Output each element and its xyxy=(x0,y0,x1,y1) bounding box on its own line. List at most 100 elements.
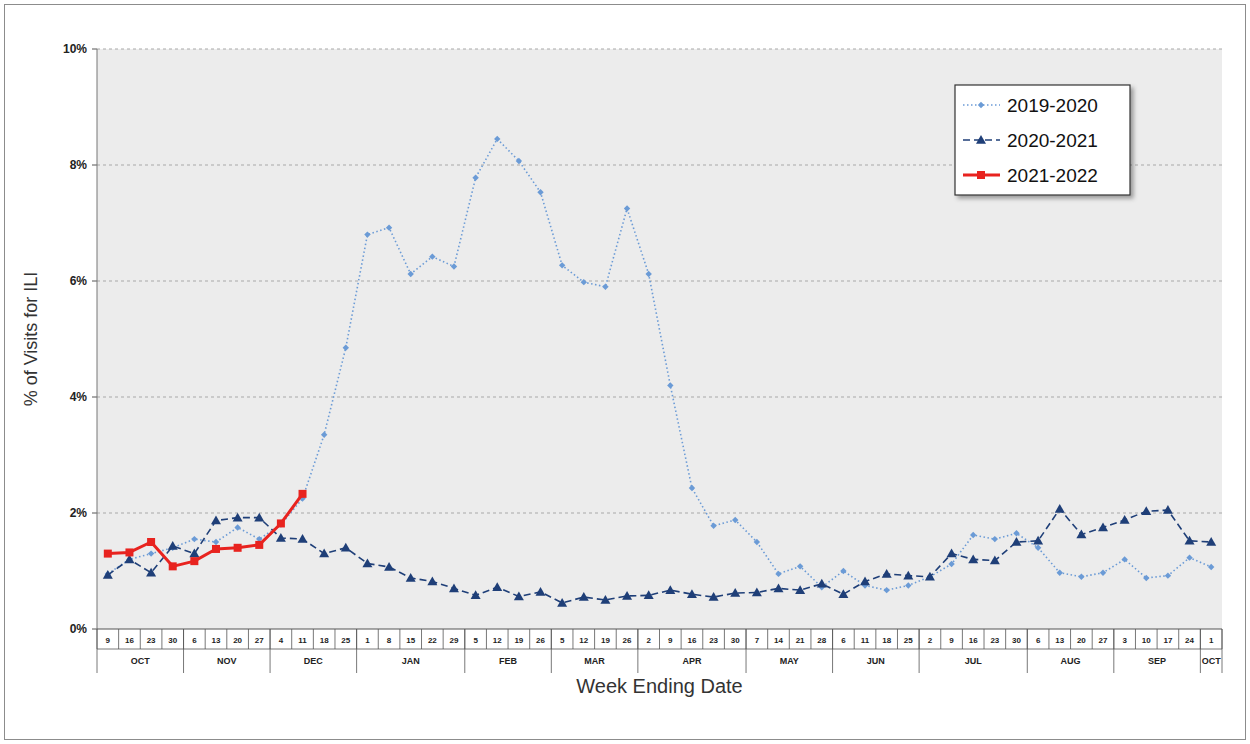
x-tick xyxy=(1157,629,1158,649)
series-marker xyxy=(1208,564,1214,570)
month-separator xyxy=(637,629,638,673)
x-tick-label: 19 xyxy=(601,636,610,645)
x-tick-label: 4 xyxy=(279,636,284,645)
month-separator xyxy=(746,629,747,673)
series-marker xyxy=(516,158,522,164)
x-tick xyxy=(724,629,725,649)
series-marker xyxy=(471,590,481,599)
series-marker xyxy=(754,539,760,545)
series-marker xyxy=(559,262,565,268)
legend: 2019-20202020-20212021-2022 xyxy=(955,85,1130,195)
x-tick xyxy=(897,629,898,649)
series-marker xyxy=(752,587,762,596)
series-marker xyxy=(581,279,587,285)
month-label: JUL xyxy=(965,656,983,666)
series-marker xyxy=(860,576,870,585)
x-tick-label: 11 xyxy=(298,636,307,645)
x-tick xyxy=(248,629,249,649)
month-label: SEP xyxy=(1148,656,1166,666)
series-marker xyxy=(384,562,394,571)
y-axis-label: % of Visits for ILI xyxy=(21,272,41,407)
series-marker xyxy=(883,587,889,593)
y-tick xyxy=(92,513,97,514)
x-tick xyxy=(984,629,985,649)
x-tick xyxy=(161,629,162,649)
x-tick xyxy=(140,629,141,649)
x-tick-label: 11 xyxy=(861,636,870,645)
month-separator xyxy=(270,629,271,673)
x-tick xyxy=(572,629,573,649)
x-tick xyxy=(226,629,227,649)
x-tick xyxy=(421,629,422,649)
x-tick-label: 17 xyxy=(1163,636,1172,645)
x-tick xyxy=(118,629,119,649)
series-marker xyxy=(710,523,716,529)
plot-background xyxy=(97,49,1222,629)
series-marker xyxy=(343,345,349,351)
series-marker xyxy=(537,189,543,195)
month-label: FEB xyxy=(499,656,518,666)
y-tick-label: 10% xyxy=(63,42,87,56)
series-marker xyxy=(189,549,199,558)
series-marker xyxy=(925,572,935,581)
grid-line xyxy=(97,281,1222,282)
x-tick-label: 26 xyxy=(536,636,545,645)
x-tick xyxy=(875,629,876,649)
series-marker xyxy=(645,271,651,277)
series-marker xyxy=(579,592,589,601)
legend-box xyxy=(955,85,1130,195)
series-marker xyxy=(709,592,719,601)
series-marker xyxy=(362,558,372,567)
series-marker xyxy=(1165,572,1171,578)
y-tick-label: 6% xyxy=(70,274,88,288)
series-marker xyxy=(644,590,654,599)
x-tick xyxy=(1178,629,1179,649)
series-marker xyxy=(254,513,264,522)
y-tick xyxy=(92,397,97,398)
grid-line xyxy=(97,49,1222,50)
x-tick xyxy=(1005,629,1006,649)
series-marker xyxy=(1035,545,1041,551)
series-marker xyxy=(622,591,632,600)
series-marker xyxy=(299,490,307,498)
series-marker xyxy=(1098,523,1108,532)
series-marker xyxy=(1186,554,1192,560)
series-marker xyxy=(970,532,976,538)
legend-label: 2021-2022 xyxy=(1007,165,1098,186)
x-tick xyxy=(594,629,595,649)
x-tick-label: 23 xyxy=(709,636,718,645)
series-marker xyxy=(817,579,827,588)
series-marker xyxy=(449,583,459,592)
x-tick xyxy=(399,629,400,649)
legend-marker xyxy=(978,102,984,108)
x-tick-label: 18 xyxy=(320,636,329,645)
x-tick-label: 13 xyxy=(212,636,221,645)
x-tick-label: 16 xyxy=(687,636,696,645)
series-marker xyxy=(191,536,197,542)
month-label: AUG xyxy=(1061,656,1081,666)
y-tick-label: 2% xyxy=(70,506,88,520)
month-separator xyxy=(919,629,920,673)
x-tick-label: 16 xyxy=(125,636,134,645)
series-marker xyxy=(1206,537,1216,546)
x-tick-label: 13 xyxy=(1055,636,1064,645)
month-label: OCT xyxy=(131,656,151,666)
series-marker xyxy=(797,563,803,569)
series-marker xyxy=(840,568,846,574)
x-tick xyxy=(767,629,768,649)
series-marker xyxy=(732,517,738,523)
x-tick-label: 9 xyxy=(668,636,673,645)
x-tick xyxy=(1135,629,1136,649)
x-tick-label: 9 xyxy=(949,636,954,645)
x-tick-label: 18 xyxy=(882,636,891,645)
x-tick-label: 2 xyxy=(928,636,933,645)
x-tick-label: 23 xyxy=(990,636,999,645)
x-tick xyxy=(443,629,444,649)
series-marker xyxy=(1076,529,1086,538)
series-marker xyxy=(234,524,240,530)
series-marker xyxy=(212,545,220,553)
month-separator xyxy=(356,629,357,673)
series-marker xyxy=(168,541,178,550)
series-marker xyxy=(1057,570,1063,576)
series-marker xyxy=(472,175,478,181)
